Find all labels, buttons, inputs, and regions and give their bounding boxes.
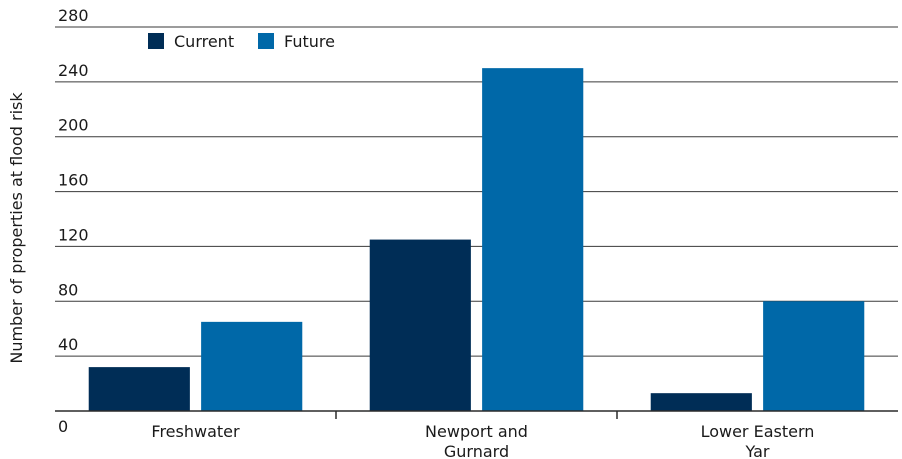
category-label-line: Yar [745, 442, 770, 459]
category-label-1: Newport and Gurnard [425, 422, 528, 459]
bars [88, 68, 865, 412]
bar-current-1 [369, 239, 471, 411]
y-tick-label-40: 40 [58, 335, 78, 354]
legend-swatch-current [148, 33, 164, 49]
legend-label-future: Future [284, 32, 335, 51]
category-label-line: Newport and [425, 422, 528, 441]
category-label-line: Gurnard [444, 442, 509, 459]
category-label-2: Lower Eastern Yar [701, 422, 815, 459]
category-label-line: Freshwater [151, 422, 240, 441]
legend-swatch-future [258, 33, 274, 49]
y-tick-labels: 0 40 80 120 160 200 240 280 [58, 6, 89, 436]
y-tick-label-280: 280 [58, 6, 89, 25]
bar-future-1 [482, 68, 584, 412]
legend: Current Future [148, 32, 335, 51]
y-tick-label-80: 80 [58, 280, 78, 299]
category-label-line: Lower Eastern [701, 422, 815, 441]
category-label-0: Freshwater [151, 422, 240, 441]
y-tick-label-120: 120 [58, 225, 89, 244]
gridlines [55, 26, 898, 357]
legend-label-current: Current [174, 32, 234, 51]
y-tick-label-0: 0 [58, 417, 68, 436]
bar-current-2 [650, 393, 752, 411]
x-axis [55, 410, 898, 419]
y-axis-title: Number of properties at flood risk [7, 92, 26, 364]
category-labels: Freshwater Newport and Gurnard Lower Easter… [151, 422, 814, 459]
bar-future-0 [201, 321, 303, 411]
y-tick-label-200: 200 [58, 116, 89, 135]
bar-future-2 [763, 301, 865, 411]
bar-current-0 [88, 367, 190, 411]
y-tick-label-240: 240 [58, 61, 89, 80]
y-tick-label-160: 160 [58, 171, 89, 190]
